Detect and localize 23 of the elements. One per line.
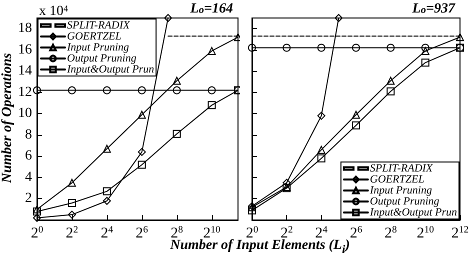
y-tick-label: 2 [25,191,32,206]
y-tick-label: 4 [25,170,32,185]
y-tick-label: 10 [18,106,32,122]
legend-label: Input Pruning [368,184,432,196]
y-tick-label: 6 [25,148,32,164]
y-tick-label: 16 [18,42,32,58]
chart-title: Lo=164 [189,2,234,16]
chart-title: Lo=937 [411,2,456,16]
legend-label: Input&Output Prun [66,64,155,76]
legend-label: Input&Output Prun [368,206,458,218]
y-tick-label: 18 [18,21,32,36]
y-axis-title: Number of Operations [0,52,16,185]
legend-label: Input Pruning [66,42,130,54]
legend-label: Output Pruning [67,52,137,64]
y-tick-label: 8 [25,127,32,142]
legend-label: SPLIT-RADIX [370,162,434,174]
legend-label: GOERTZEL [67,30,122,42]
x-axis-title: Number of Input Elements (L$_{i}$) [170,238,350,256]
legend-label: GOERTZEL [370,174,424,186]
y-tick-label: 14 [18,64,32,79]
legend-label: Output Pruning [370,196,440,208]
legend-label: SPLIT-RADIX [67,20,132,32]
y-tick-label: 12 [18,84,32,100]
